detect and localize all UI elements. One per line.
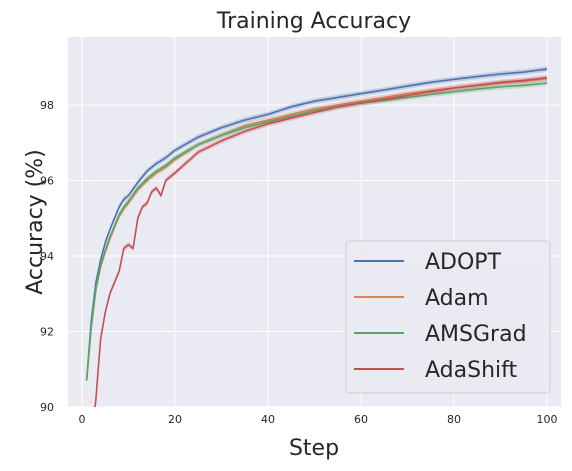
- x-tick-label: 20: [168, 413, 182, 426]
- legend-label-adam: Adam: [425, 286, 489, 311]
- y-axis-label: Accuracy (%): [23, 149, 48, 295]
- y-tick-label: 90: [40, 401, 54, 414]
- grid: [68, 37, 561, 408]
- legend-frame: [345, 240, 551, 394]
- y-tick-label: 94: [40, 250, 54, 263]
- x-axis-ticks: 0 20 40 60 80 100: [78, 413, 557, 426]
- y-tick-label: 96: [40, 174, 54, 187]
- x-axis-label: Step: [289, 436, 339, 461]
- series-lines: [85, 66, 548, 407]
- x-tick-label: 60: [354, 413, 368, 426]
- legend-label-adashift: AdaShift: [425, 358, 517, 383]
- legend-label-amsgrad: AMSGrad: [425, 322, 527, 347]
- y-tick-label: 92: [40, 325, 54, 338]
- x-tick-label: 80: [447, 413, 461, 426]
- y-tick-label: 98: [40, 99, 54, 112]
- x-tick-label: 100: [537, 413, 558, 426]
- x-tick-label: 40: [261, 413, 275, 426]
- y-axis-ticks: 90 92 94 96 98: [40, 99, 54, 414]
- legend-label-adopt: ADOPT: [425, 250, 502, 275]
- chart-title: Training Accuracy: [216, 9, 411, 34]
- legend: ADOPT Adam AMSGrad AdaShift: [345, 240, 551, 394]
- series-line-amsgrad: [85, 82, 548, 381]
- series-line-adopt: [85, 68, 548, 381]
- series-line-adashift: [94, 77, 548, 407]
- x-tick-label: 0: [78, 413, 85, 426]
